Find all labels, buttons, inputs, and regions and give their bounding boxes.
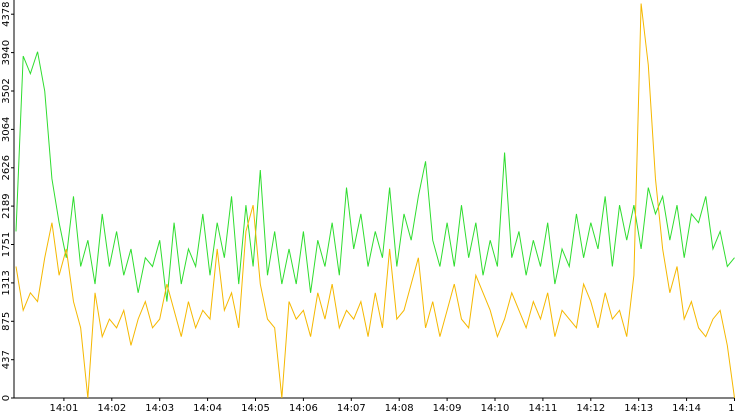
x-tick-label: 14:08 xyxy=(385,403,414,414)
y-tick-label: 2189 xyxy=(1,193,12,218)
y-tick-label: 1751 xyxy=(1,232,12,257)
x-tick-label: 14:05 xyxy=(241,403,270,414)
x-tick-label: 14:06 xyxy=(289,403,318,414)
x-tick-label: 14:11 xyxy=(528,403,557,414)
x-tick-label: 14:09 xyxy=(433,403,462,414)
y-tick-label: 3940 xyxy=(1,40,12,65)
x-tick-label: 14:14 xyxy=(672,403,701,414)
y-tick-label: 0 xyxy=(1,395,12,401)
x-tick-label: 14:12 xyxy=(576,403,605,414)
x-tick-label: 14 xyxy=(728,403,735,414)
series-line xyxy=(15,51,735,302)
y-tick-label: 3502 xyxy=(1,78,12,103)
y-tick-label: 2626 xyxy=(1,155,12,180)
x-tick-label: 14:10 xyxy=(481,403,510,414)
y-tick-label: 875 xyxy=(1,312,12,331)
y-tick-label: 4378 xyxy=(1,1,12,26)
x-tick-label: 14:04 xyxy=(193,403,222,414)
x-tick-label: 14:07 xyxy=(337,403,366,414)
y-tick-label: 3064 xyxy=(1,117,12,142)
x-tick-label: 14:03 xyxy=(145,403,174,414)
x-tick-label: 14:13 xyxy=(624,403,653,414)
x-tick-label: 14:01 xyxy=(49,403,78,414)
x-tick-label: 14:02 xyxy=(97,403,126,414)
y-tick-label: 437 xyxy=(1,350,12,369)
series-line xyxy=(15,3,735,399)
y-tick-label: 1313 xyxy=(1,270,12,295)
